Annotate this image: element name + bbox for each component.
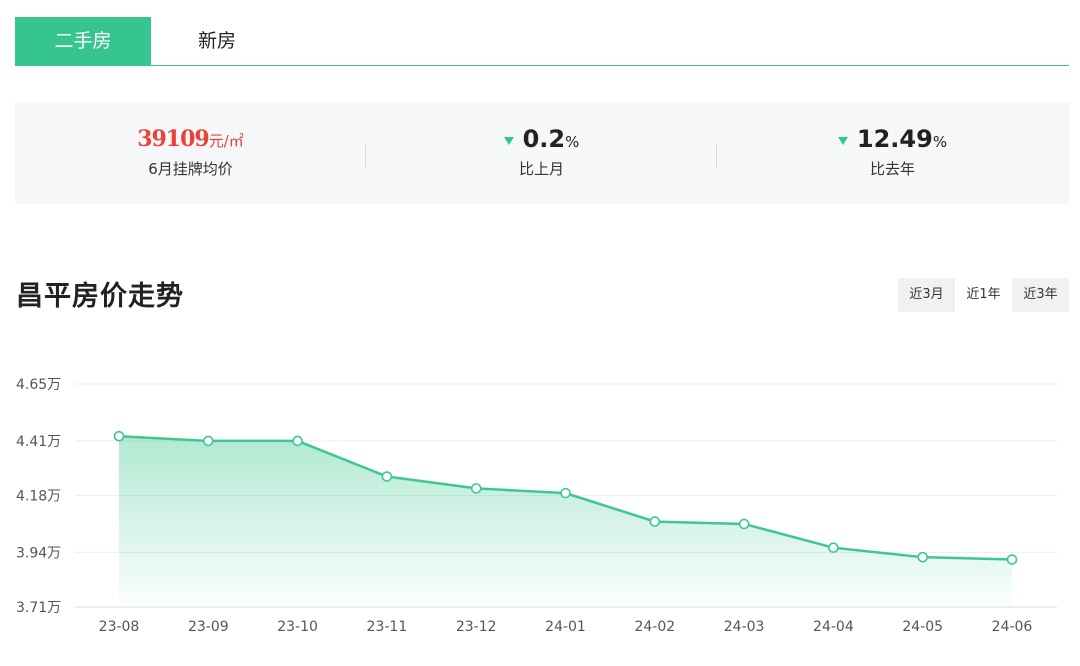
data-point[interactable] (470, 483, 482, 494)
x-tick-label: 23-11 (367, 619, 408, 635)
data-point[interactable] (1006, 554, 1018, 565)
price-trend-chart: 3.71万 3.94万 4.18万 4.41万 4.65万 23-08 23-09 23-1… (16, 377, 1057, 635)
y-tick-label: 4.41万 (16, 434, 61, 450)
mom-change-unit: % (565, 133, 580, 151)
data-point[interactable] (381, 471, 393, 482)
tab-second-hand[interactable]: 二手房 (15, 17, 151, 65)
average-price-unit: 元/㎡ (208, 132, 244, 150)
down-triangle-icon (837, 136, 848, 145)
x-tick-label: 23-08 (99, 619, 140, 635)
x-tick-label: 24-01 (545, 619, 586, 635)
mom-change-value: 0.2 (522, 125, 566, 153)
yoy-change-unit: % (932, 133, 948, 151)
data-point[interactable] (113, 430, 125, 442)
time-range-selector: 近3月 近1年 近3年 (898, 278, 1069, 312)
data-point[interactable] (828, 542, 839, 553)
mom-change-label: 比上月 (518, 160, 564, 178)
y-tick-label: 4.18万 (16, 489, 61, 505)
down-triangle-icon (503, 136, 514, 145)
x-tick-label: 24-04 (813, 619, 854, 635)
data-point[interactable] (738, 518, 750, 530)
average-price-value: 39109 (137, 126, 210, 152)
house-type-tabs: 二手房 新房 (15, 17, 1069, 66)
data-point[interactable] (917, 551, 929, 563)
x-tick-label: 24-05 (902, 619, 943, 635)
x-tick-label: 23-10 (277, 619, 318, 635)
data-point[interactable] (203, 435, 214, 447)
y-tick-label: 3.71万 (16, 600, 61, 616)
stat-year-over-year: 12.49% 比去年 (717, 102, 1068, 204)
trend-section-title: 昌平房价走势 (16, 281, 184, 312)
stat-divider (716, 144, 717, 168)
range-3-months-button[interactable]: 近3月 (909, 287, 944, 302)
x-tick-label: 23-12 (456, 619, 497, 635)
data-point[interactable] (292, 435, 303, 447)
y-tick-label: 4.65万 (16, 377, 61, 393)
x-tick-label: 23-09 (188, 619, 229, 635)
stat-month-over-month: 0.2% 比上月 (366, 102, 717, 204)
yoy-change-label: 比去年 (869, 160, 915, 178)
yoy-change-value: 12.49 (856, 125, 933, 153)
y-tick-label: 3.94万 (16, 545, 61, 561)
x-tick-label: 24-06 (992, 619, 1033, 635)
x-tick-label: 24-02 (634, 619, 675, 635)
series-area-fill (119, 436, 1012, 607)
range-3-years-button[interactable]: 近3年 (1023, 287, 1058, 302)
range-1-year-button[interactable]: 近1年 (955, 278, 1012, 312)
data-point[interactable] (560, 487, 571, 499)
tab-new-house[interactable]: 新房 (197, 30, 236, 52)
x-tick-label: 24-03 (724, 619, 765, 635)
stat-average-price: 39109元/㎡ 6月挂牌均价 (15, 102, 366, 204)
average-price-label: 6月挂牌均价 (148, 160, 233, 178)
price-stats-panel: 39109元/㎡ 6月挂牌均价 0.2% 比上月 12.49% 比去年 (15, 102, 1069, 204)
data-point[interactable] (649, 516, 661, 527)
stat-divider (365, 144, 366, 168)
